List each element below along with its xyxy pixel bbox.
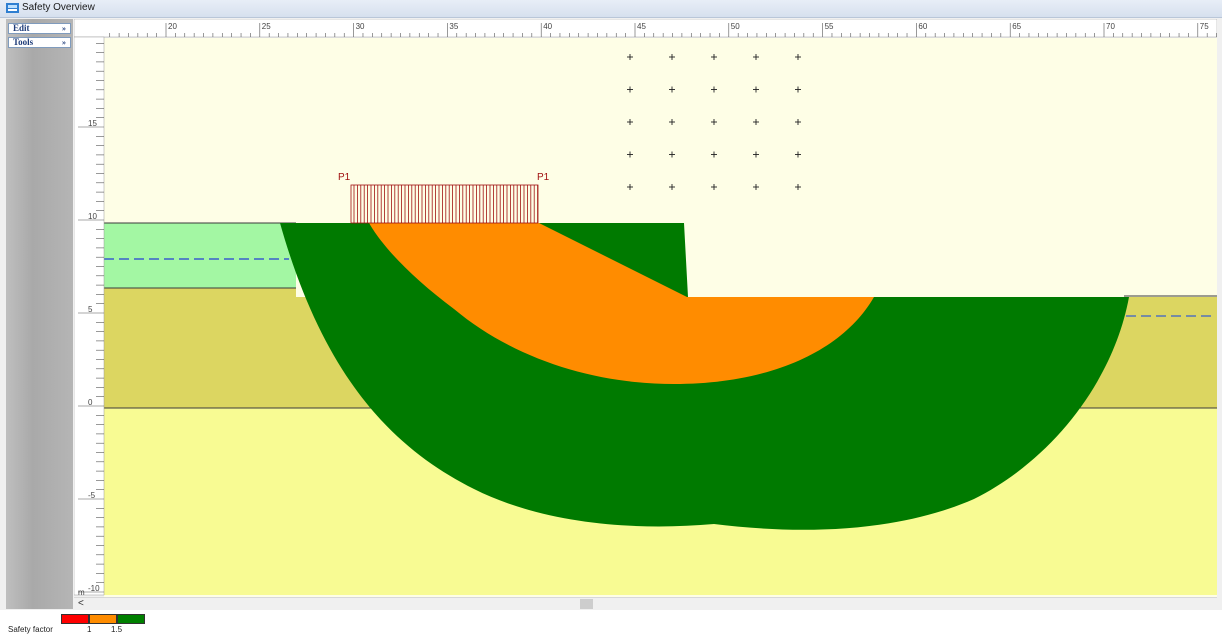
distributed-load[interactable] <box>350 184 539 224</box>
x-tick-label: 50 <box>731 22 740 31</box>
slip-surface-orange <box>369 223 874 384</box>
load-label-end: P1 <box>537 172 550 183</box>
x-tick-label: 40 <box>543 22 552 31</box>
edit-menu-label: Edit <box>13 23 30 33</box>
chevron-down-icon: » <box>62 24 66 33</box>
y-tick-label: 5 <box>88 305 93 314</box>
window-title: Safety Overview <box>22 2 95 13</box>
legend-label: Safety factor <box>8 625 53 634</box>
x-tick-label: 35 <box>449 22 458 31</box>
x-tick-label: 55 <box>825 22 834 31</box>
x-tick-label: 70 <box>1106 22 1115 31</box>
x-tick-label: 25 <box>262 22 271 31</box>
left-ruler <box>73 36 105 596</box>
legend-swatch-high <box>117 614 145 624</box>
y-tick-label: -10 <box>88 584 100 593</box>
safety-factor-legend: Safety factor 1 1.5 <box>0 610 1222 637</box>
app-icon <box>6 3 19 13</box>
x-tick-label: 75 <box>1200 22 1209 31</box>
title-bar: Safety Overview <box>0 0 1222 18</box>
x-tick-label: 60 <box>918 22 927 31</box>
trial-centre-grid <box>627 54 801 190</box>
chevron-down-icon: » <box>62 38 66 47</box>
x-tick-label: 45 <box>637 22 646 31</box>
tools-menu-label: Tools <box>13 37 34 47</box>
side-panel: Edit » Tools » <box>6 19 73 609</box>
scroll-left-arrow-icon[interactable]: < <box>78 598 84 609</box>
y-tick-label: 0 <box>88 398 93 407</box>
y-tick-label: -5 <box>88 491 96 500</box>
geometry-view[interactable]: P1 P1 20 25 30 35 40 45 50 55 60 65 70 75 151050-5-… <box>73 18 1218 608</box>
x-tick-label: 20 <box>168 22 177 31</box>
horizontal-scrollbar[interactable]: < <box>74 597 1217 610</box>
scroll-thumb[interactable] <box>580 599 593 609</box>
tools-menu-button[interactable]: Tools » <box>8 37 71 48</box>
y-tick-label: 10 <box>88 212 97 221</box>
load-label-start: P1 <box>338 172 351 183</box>
drawing-canvas[interactable]: P1 P1 20 25 30 35 40 45 50 55 60 65 70 75 15 10 5 0 -5-… <box>73 18 1218 608</box>
edit-menu-button[interactable]: Edit » <box>8 23 71 34</box>
top-soil-layer <box>104 223 296 288</box>
x-tick-label: 65 <box>1012 22 1021 31</box>
legend-swatch-low <box>61 614 89 624</box>
y-tick-label: 15 <box>88 119 97 128</box>
legend-tick-1-5: 1.5 <box>111 625 123 634</box>
legend-swatch-mid <box>89 614 117 624</box>
unit-label: m <box>78 588 85 597</box>
legend-tick-1: 1 <box>87 625 92 634</box>
x-tick-label: 30 <box>356 22 365 31</box>
